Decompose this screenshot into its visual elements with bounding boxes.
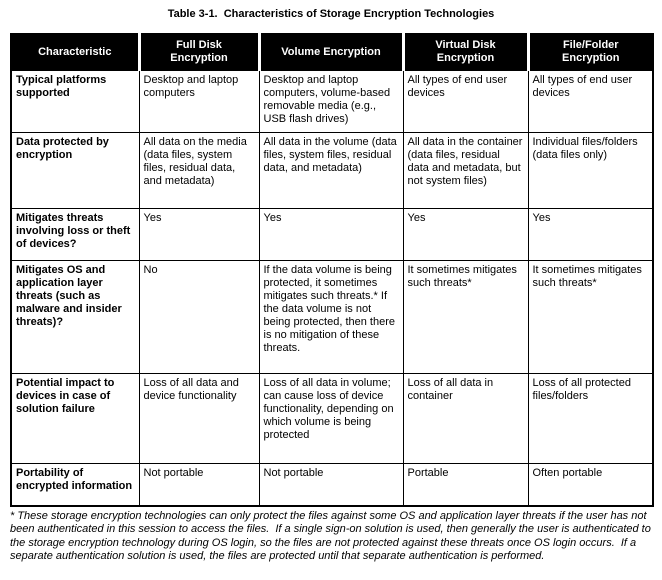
table-cell: Not portable xyxy=(258,462,404,507)
table-header: Characteristic Full Disk Encryption Volu… xyxy=(11,34,653,70)
table-row-mitigates-os-threats: Mitigates OS and application layer threa… xyxy=(10,259,654,374)
column-header-full-disk-encryption: Full Disk Encryption xyxy=(137,34,259,70)
table-cell: All types of end user devices xyxy=(527,69,654,133)
row-label: Data protected by encryption xyxy=(10,131,140,209)
table-cell: It sometimes mitigates such threats* xyxy=(402,259,529,374)
table-cell: No xyxy=(138,259,260,374)
storage-encryption-table: Characteristic Full Disk Encryption Volu… xyxy=(10,33,654,507)
table-cell: All types of end user devices xyxy=(402,69,529,133)
column-header-volume-encryption: Volume Encryption xyxy=(257,34,403,70)
row-label: Mitigates OS and application layer threa… xyxy=(10,259,140,374)
column-header-characteristic: Characteristic xyxy=(11,34,139,70)
table-cell: Loss of all data in volume; can cause lo… xyxy=(258,372,404,464)
table-cell: Often portable xyxy=(527,462,654,507)
table-cell: Individual files/folders (data files onl… xyxy=(527,131,654,209)
row-label: Typical platforms supported xyxy=(10,69,140,133)
column-header-file-folder-encryption: File/Folder Encryption xyxy=(526,34,653,70)
table-cell: Loss of all data and device functionalit… xyxy=(138,372,260,464)
table-cell: Loss of all protected files/folders xyxy=(527,372,654,464)
table-title: Table 3-1. Characteristics of Storage En… xyxy=(167,8,495,20)
table-row-data-protected: Data protected by encryption All data on… xyxy=(10,131,654,209)
table-row-potential-impact: Potential impact to devices in case of s… xyxy=(10,372,654,464)
table-body: Typical platforms supported Desktop and … xyxy=(10,69,654,507)
table-row-portability: Portability of encrypted information Not… xyxy=(10,462,654,507)
table-cell: Desktop and laptop computers, volume-bas… xyxy=(258,69,404,133)
table-cell: It sometimes mitigates such threats* xyxy=(527,259,654,374)
table-cell: All data on the media (data files, syste… xyxy=(138,131,260,209)
row-label: Mitigates threats involving loss or thef… xyxy=(10,207,140,261)
row-label: Portability of encrypted information xyxy=(10,462,140,507)
table-cell: Portable xyxy=(402,462,529,507)
table-cell: Yes xyxy=(402,207,529,261)
table-cell: All data in the volume (data files, syst… xyxy=(258,131,404,209)
table-row-typical-platforms: Typical platforms supported Desktop and … xyxy=(10,69,654,133)
table-footnote: * These storage encryption technologies … xyxy=(10,510,654,563)
table-cell: Yes xyxy=(258,207,404,261)
header-row: Characteristic Full Disk Encryption Volu… xyxy=(11,34,653,70)
table-cell: All data in the container (data files, r… xyxy=(402,131,529,209)
table-row-mitigates-loss-theft: Mitigates threats involving loss or thef… xyxy=(10,207,654,261)
table-cell: Loss of all data in container xyxy=(402,372,529,464)
row-label: Potential impact to devices in case of s… xyxy=(10,372,140,464)
table-cell: Not portable xyxy=(138,462,260,507)
table-cell: Yes xyxy=(527,207,654,261)
table-cell: Yes xyxy=(138,207,260,261)
table-cell: Desktop and laptop computers xyxy=(138,69,260,133)
column-header-virtual-disk-encryption: Virtual Disk Encryption xyxy=(401,34,528,70)
table-cell: If the data volume is being protected, i… xyxy=(258,259,404,374)
